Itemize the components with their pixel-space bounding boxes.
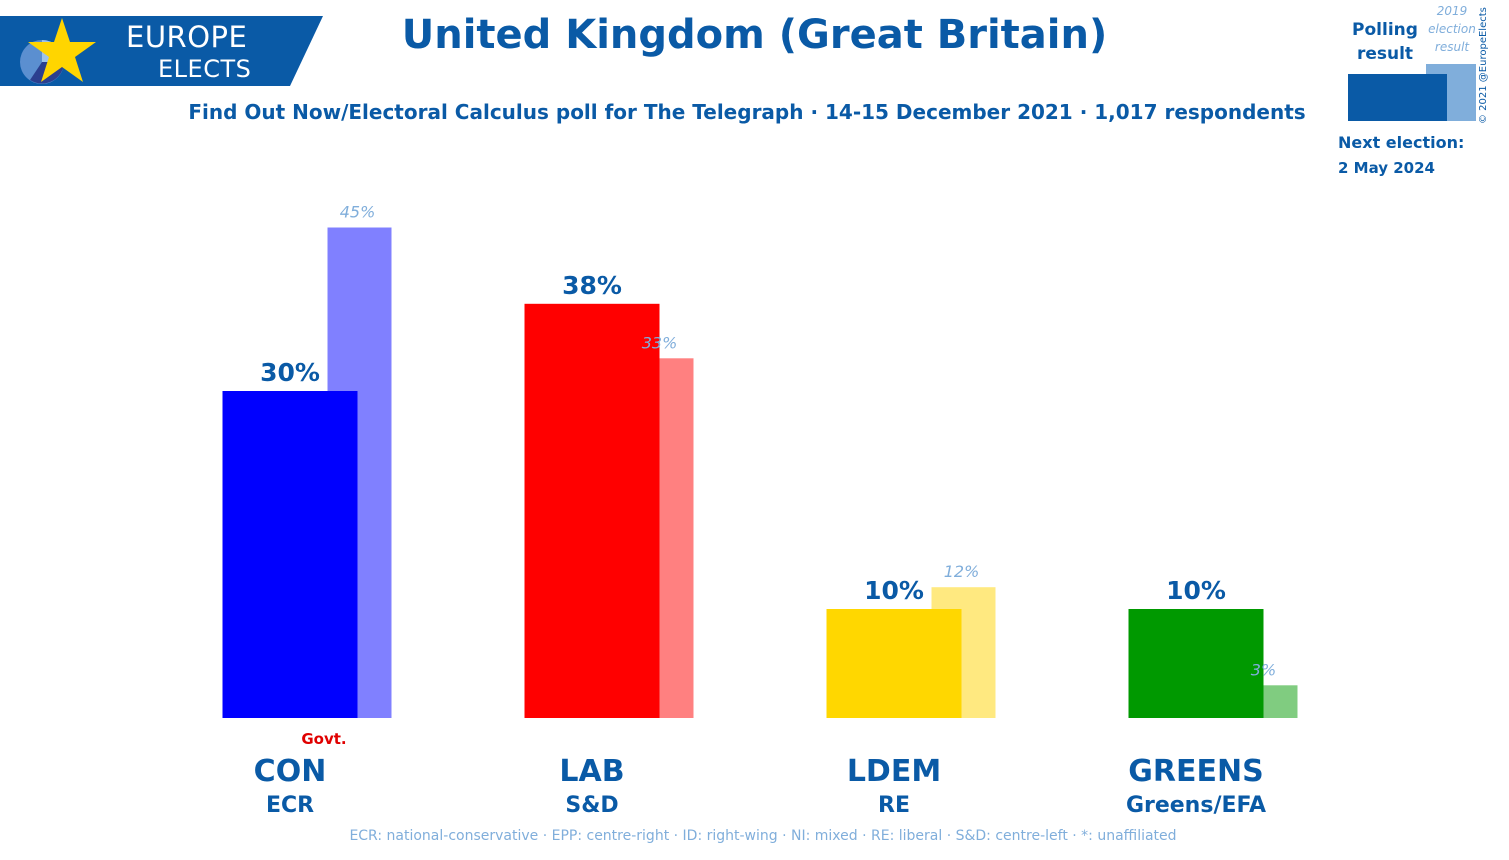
group-footnote: ECR: national-conservative · EPP: centre…: [349, 828, 1177, 844]
brand-line-2: ELECTS: [158, 55, 252, 83]
previous-value-label: 3%: [1251, 660, 1276, 679]
brand-line-1: EUROPE: [126, 20, 248, 54]
chart-subtitle: Find Out Now/Electoral Calculus poll for…: [188, 100, 1306, 124]
party-label: LDEM: [847, 754, 941, 789]
group-label: Greens/EFA: [1126, 793, 1266, 818]
previous-value-label: 33%: [642, 333, 678, 352]
polling-value-label: 38%: [562, 271, 622, 300]
polling-result-bar: [1128, 609, 1264, 718]
party-label: GREENS: [1128, 754, 1263, 789]
polling-result-bar: [524, 303, 660, 718]
legend-polling-swatch: [1348, 74, 1447, 121]
group-label: S&D: [565, 793, 618, 818]
polling-value-label: 10%: [864, 576, 924, 605]
party-label: LAB: [559, 754, 624, 789]
group-label: ECR: [266, 793, 314, 818]
chart-title: United Kingdom (Great Britain): [401, 12, 1108, 58]
europe-elects-logo: [0, 16, 323, 86]
polling-value-label: 10%: [1166, 576, 1226, 605]
previous-value-label: 45%: [340, 203, 376, 222]
government-marker: Govt.: [301, 730, 346, 748]
legend-previous-label: 2019 election result: [1428, 4, 1476, 54]
polling-result-bar: [222, 391, 358, 718]
polling-result-bar: [826, 609, 962, 718]
group-label: RE: [878, 793, 910, 818]
next-election-label: Next election:: [1338, 133, 1465, 152]
previous-value-label: 12%: [944, 562, 980, 581]
polling-value-label: 30%: [260, 358, 320, 387]
next-election-date: 2 May 2024: [1338, 159, 1435, 177]
party-label: CON: [254, 754, 327, 789]
legend-polling-label: Polling result: [1352, 20, 1418, 64]
